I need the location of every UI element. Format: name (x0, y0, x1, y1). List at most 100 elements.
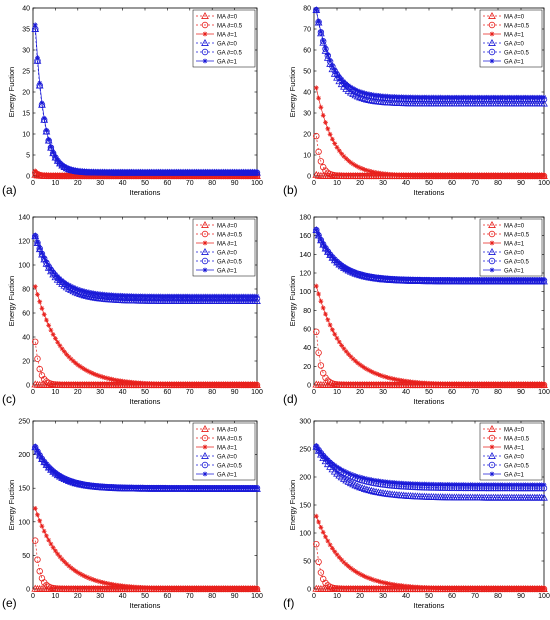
y-axis-label: Energy Fuction (288, 276, 297, 326)
x-tick-label: 90 (517, 593, 525, 600)
data-point (314, 284, 319, 289)
data-point (321, 38, 326, 43)
y-tick-label: 40 (22, 6, 30, 13)
legend-marker (490, 472, 495, 477)
data-point (325, 539, 330, 544)
x-tick-label: 60 (448, 593, 456, 600)
x-tick-label: 10 (333, 180, 341, 187)
legend-label: MA ∂=0.5 (504, 231, 530, 238)
x-tick-label: 10 (52, 389, 60, 396)
data-point (40, 100, 45, 105)
legend-label: MA ∂=0.5 (504, 22, 530, 29)
x-axis-label: Iterations (130, 397, 161, 406)
data-point (42, 116, 47, 121)
x-tick-label: 80 (208, 180, 216, 187)
x-tick-label: 50 (141, 389, 149, 396)
x-tick-label: 90 (231, 389, 239, 396)
y-tick-label: 150 (18, 486, 30, 493)
legend-marker (203, 445, 208, 450)
legend-label: MA ∂=0 (504, 222, 525, 229)
data-point (314, 228, 319, 233)
legend: MA ∂=0MA ∂=0.5MA ∂=1GA ∂=0GA ∂=0.5GA ∂=1 (193, 219, 255, 276)
legend: MA ∂=0MA ∂=0.5MA ∂=1GA ∂=0GA ∂=0.5GA ∂=1 (480, 219, 542, 276)
x-tick-label: 50 (425, 389, 433, 396)
legend-label: MA ∂=0 (217, 13, 238, 20)
x-axis-label: Iterations (414, 397, 445, 406)
data-point (319, 105, 324, 110)
data-point (33, 284, 38, 289)
legend-label: MA ∂=0 (217, 426, 238, 433)
x-axis-label: Iterations (414, 601, 445, 610)
x-tick-label: 20 (74, 180, 82, 187)
legend: MA ∂=0MA ∂=0.5MA ∂=1GA ∂=0GA ∂=0.5GA ∂=1 (480, 423, 542, 480)
legend-marker (203, 268, 208, 273)
legend-marker (203, 59, 208, 64)
x-axis-label: Iterations (414, 188, 445, 197)
x-tick-label: 70 (186, 389, 194, 396)
x-tick-label: 70 (186, 593, 194, 600)
data-point (328, 132, 333, 137)
y-tick-label: 60 (22, 311, 30, 318)
data-point (51, 545, 56, 550)
x-tick-label: 30 (379, 180, 387, 187)
x-tick-label: 0 (31, 593, 35, 600)
data-point (330, 137, 335, 142)
data-point (542, 95, 547, 100)
x-tick-label: 100 (538, 593, 550, 600)
legend-marker (490, 445, 495, 450)
y-tick-label: 80 (303, 6, 311, 13)
data-point (44, 533, 49, 538)
data-point (330, 546, 335, 551)
y-tick-label: 250 (299, 447, 311, 454)
x-tick-label: 60 (164, 389, 172, 396)
y-tick-label: 40 (303, 90, 311, 97)
data-point (53, 336, 58, 341)
data-point (319, 299, 324, 304)
data-point (33, 22, 38, 27)
y-tick-label: 40 (303, 345, 311, 352)
data-point (46, 538, 51, 543)
data-point (46, 323, 51, 328)
x-tick-label: 30 (379, 389, 387, 396)
data-point (542, 482, 547, 487)
data-point (46, 263, 51, 268)
data-point (335, 336, 340, 341)
legend-marker (490, 268, 495, 273)
x-tick-label: 0 (312, 389, 316, 396)
y-tick-label: 80 (303, 308, 311, 315)
x-axis-label: Iterations (130, 188, 161, 197)
y-axis-label: Energy Fuction (7, 480, 16, 530)
data-point (337, 340, 342, 345)
x-tick-label: 80 (494, 593, 502, 600)
x-tick-label: 90 (517, 389, 525, 396)
legend-label: MA ∂=1 (504, 240, 525, 247)
y-tick-label: 200 (299, 475, 311, 482)
y-tick-label: 10 (22, 132, 30, 139)
data-point (323, 245, 328, 250)
x-tick-label: 90 (231, 180, 239, 187)
y-tick-label: 100 (299, 289, 311, 296)
y-tick-label: 140 (18, 215, 30, 222)
data-point (44, 128, 49, 133)
data-point (57, 343, 62, 348)
data-point (339, 343, 344, 348)
x-tick-label: 30 (379, 593, 387, 600)
legend-marker (203, 32, 208, 37)
data-point (323, 120, 328, 125)
legend-marker (203, 241, 208, 246)
y-tick-label: 25 (22, 69, 30, 76)
x-tick-label: 50 (141, 180, 149, 187)
x-tick-label: 80 (494, 389, 502, 396)
data-point (40, 306, 45, 311)
legend-label: MA ∂=1 (504, 31, 525, 38)
data-point (319, 238, 324, 243)
data-point (323, 534, 328, 539)
panel-label: (c) (2, 392, 16, 406)
legend-label: GA ∂=0.5 (504, 49, 529, 56)
x-tick-label: 20 (356, 593, 364, 600)
y-tick-label: 30 (303, 111, 311, 118)
legend-label: MA ∂=0 (504, 426, 525, 433)
